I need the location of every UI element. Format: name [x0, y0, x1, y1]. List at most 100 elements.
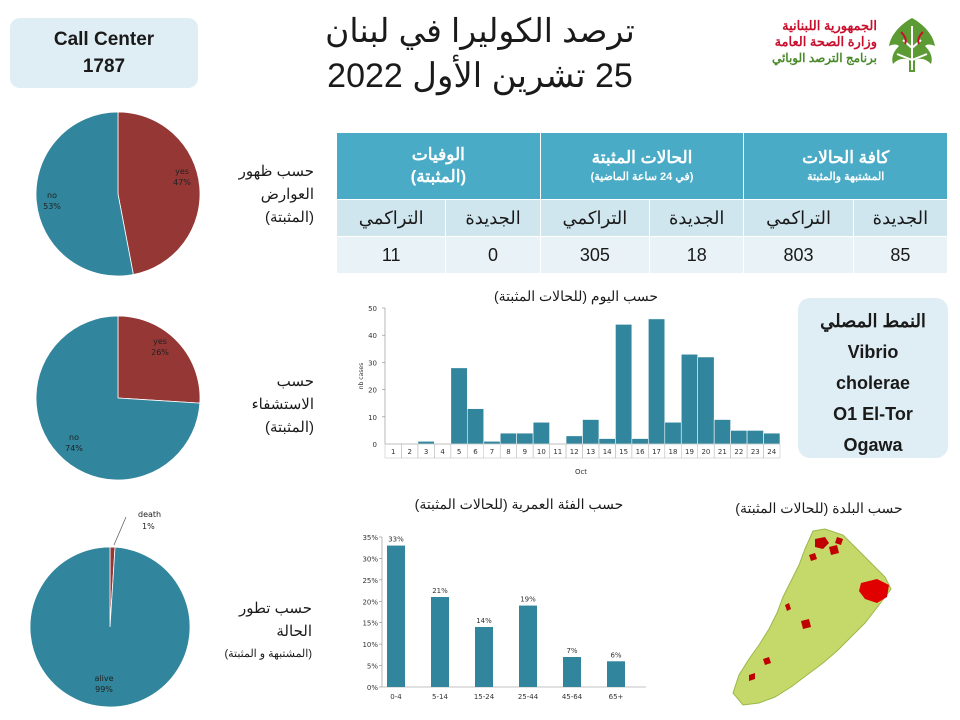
table-subheader-row: الجديدة التراكمي الجديدة التراكمي الجديد… [335, 199, 949, 237]
pie-percent-yes: 47% [173, 178, 191, 187]
label-hospitalization: حسب الاستشفاء (المثبتة) [210, 370, 314, 439]
bar-age-25-44 [519, 605, 537, 687]
x-tick-cell [763, 443, 781, 459]
value-cell: 305 [539, 236, 651, 274]
label-outcome-line: حسب تطور [238, 600, 312, 617]
x-tick-label: 11 [553, 448, 562, 456]
x-tick-label: 3 [424, 448, 428, 456]
y-tick-label: 20 [368, 387, 377, 395]
value-cell: 85 [852, 236, 949, 274]
x-tick-label: 21 [718, 448, 727, 456]
bar-age-15-24 [475, 627, 493, 687]
ministry-logo: الجمهورية اللبنانية وزارة الصحة العامة ب… [755, 14, 945, 74]
y-tick-label: 10 [368, 414, 377, 422]
lebanon-map [732, 528, 892, 706]
serotype-line: Ogawa [843, 435, 903, 455]
y-tick-label: 0% [367, 684, 378, 692]
map-title: حسب البلدة (للحالات المثبتة) [735, 500, 903, 516]
x-tick-label: 1 [391, 448, 395, 456]
value-cell: 18 [649, 236, 745, 274]
subheader-cell: التراكمي [743, 199, 854, 237]
group-confirmed-subtitle: (في 24 ساعة الماضية) [590, 171, 694, 183]
pie-slice-alive [30, 546, 191, 708]
x-tick-label: 14 [603, 448, 612, 456]
x-tick-label: 12 [570, 448, 579, 456]
x-tick-label: 23 [751, 448, 760, 456]
bar-oct-8 [499, 432, 517, 445]
serotype-line: O1 El-Tor [833, 404, 913, 424]
group-deaths: الوفيات (المثبتة) [336, 132, 541, 200]
x-tick-label: 10 [537, 448, 546, 456]
label-symptoms-line: (المثبتة) [264, 209, 314, 226]
x-tick-label: 6 [473, 448, 478, 456]
pie-label-no: no [47, 191, 57, 200]
y-axis-label: nb cases [358, 363, 365, 389]
bar-age-0-4 [387, 545, 405, 687]
data-label: 21% [432, 587, 448, 595]
y-tick-label: 25% [362, 577, 378, 585]
x-tick-label: 5 [457, 448, 461, 456]
x-tick-label: 9 [523, 448, 527, 456]
x-tick-label: 22 [734, 448, 743, 456]
age-chart-title: حسب الفئة العمرية (للحالات المثبتة) [414, 496, 624, 512]
y-tick-label: 40 [368, 332, 377, 340]
group-deaths-title: الوفيات [411, 145, 465, 164]
logo-line-ministry: وزارة الصحة العامة [774, 34, 877, 49]
pie-hospitalization: yes 26% no 74% [35, 315, 201, 481]
lebanon-map-shape [732, 528, 892, 706]
group-all-cases-title: كافة الحالات [802, 148, 890, 167]
bar-oct-3 [417, 440, 435, 445]
x-tick-label: 7 [490, 448, 494, 456]
subheader-cell: التراكمي [335, 199, 447, 237]
pie-outcome: death 1% alive 99% [30, 510, 191, 708]
call-center-number: 1787 [82, 56, 126, 77]
x-tick-label: 25-44 [518, 693, 539, 701]
pie-symptoms: yes 47% no 53% [35, 111, 201, 277]
map-hotspot-south [763, 657, 771, 665]
y-tick-label: 35% [362, 534, 378, 542]
value-cell: 803 [743, 236, 854, 274]
map-hotspot-bekaa [801, 619, 811, 629]
map-hotspot-south [749, 673, 755, 681]
y-tick-label: 0 [373, 441, 377, 449]
value-cell: 0 [445, 236, 541, 274]
bar-oct-23 [746, 430, 764, 445]
bar-oct-10 [532, 421, 550, 445]
bar-age-45-64 [563, 657, 581, 687]
label-symptoms-line: حسب ظهور [238, 163, 314, 180]
bar-oct-5 [450, 367, 468, 445]
pie-slice-yes [117, 315, 201, 404]
page-title-main: ترصد الكوليرا في لبنان [325, 12, 635, 49]
y-tick-label: 15% [362, 620, 378, 628]
daily-chart-title: حسب اليوم (للحالات المثبتة) [494, 288, 658, 304]
pie-slice-no [35, 315, 201, 481]
call-center-label: Call Center [53, 29, 155, 50]
x-tick-label: 15-24 [474, 693, 495, 701]
data-label: 19% [520, 596, 536, 604]
map-hotspot-north [809, 553, 817, 561]
bar-oct-9 [516, 432, 534, 445]
map-hotspot-hermel [859, 579, 889, 603]
serotype-line: Vibrio [847, 342, 899, 362]
x-tick-label: 65+ [609, 693, 624, 701]
age-bar-chart: 0% 5% 10% 15% 20% 25% 30% 35% 33% 0-4 21% 5-14 14% 15… [362, 534, 646, 701]
data-label: 33% [388, 536, 404, 544]
subheader-cell: الجديدة [445, 199, 541, 237]
x-tick-label: 13 [586, 448, 595, 456]
serotype-box: النمط المصلي Vibrio cholerae O1 El-Tor O… [798, 298, 948, 458]
x-tick-label: 16 [636, 448, 645, 456]
map-hotspot-beirut [785, 603, 791, 611]
x-tick-label: 0-4 [390, 693, 402, 701]
stats-table: كافة الحالات المشتبهة والمثبتة الحالات ا… [335, 132, 949, 274]
group-confirmed-title: الحالات المثبتة [591, 148, 693, 167]
logo-line-program: برنامج الترصد الوبائي [771, 51, 877, 65]
x-tick-label: 5-14 [432, 693, 448, 701]
data-label: 14% [476, 617, 492, 625]
pie-label-death: death [138, 510, 161, 519]
label-symptoms: حسب ظهور العوارض (المثبتة) [210, 160, 314, 229]
x-tick-label: 15 [619, 448, 628, 456]
subheader-cell: الجديدة [852, 199, 949, 237]
bar-age-5-14 [431, 597, 449, 687]
bar-oct-6 [466, 408, 485, 445]
pie-percent-death: 1% [142, 522, 155, 531]
